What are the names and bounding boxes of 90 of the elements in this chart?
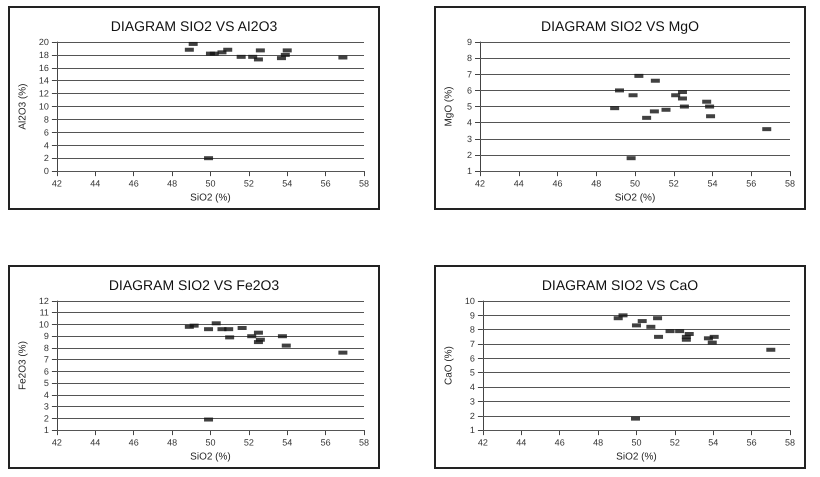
y-tick-label: 5: [470, 368, 475, 378]
x-tick-label: 48: [591, 178, 602, 189]
y-tick-label: 16: [38, 62, 49, 73]
y-tick-label: 9: [44, 331, 49, 342]
x-tick-label: 58: [358, 438, 370, 448]
x-tick-label: 50: [205, 438, 216, 448]
chart-title: DIAGRAM SIO2 VS MgO: [541, 18, 700, 34]
x-tick-label: 54: [282, 438, 292, 448]
y-tick-label: 8: [44, 342, 49, 353]
x-tick-label: 56: [320, 178, 331, 189]
y-tick-label: 10: [38, 319, 49, 330]
x-tick-label: 58: [784, 178, 796, 189]
y-tick-label: 3: [466, 134, 472, 144]
x-tick-label: 46: [128, 178, 139, 189]
x-tick-label: 58: [358, 178, 370, 189]
y-tick-label: 7: [466, 69, 472, 80]
x-tick-label: 54: [282, 178, 292, 189]
y-tick-label: 11: [40, 308, 49, 318]
y-tick-label: 8: [470, 324, 475, 335]
y-tick-label: 8: [466, 53, 472, 64]
x-tick-label: 56: [746, 438, 757, 448]
y-tick-label: 2: [44, 413, 49, 424]
x-tick-label: 42: [478, 438, 488, 448]
y-tick-label: 18: [38, 50, 49, 60]
x-tick-label: 56: [746, 178, 756, 189]
y-tick-label: 20: [38, 37, 49, 47]
y-axis-title: Fe2O3 (%): [18, 341, 28, 390]
y-tick-label: 9: [466, 37, 472, 47]
x-tick-label: 42: [52, 438, 62, 448]
x-tick-label: 48: [167, 438, 178, 448]
x-tick-label: 52: [244, 178, 254, 189]
x-tick-label: 52: [670, 438, 680, 448]
chart-title: DIAGRAM SIO2 VS CaO: [542, 277, 698, 293]
x-axis-title: SiO2 (%): [616, 452, 657, 462]
y-tick-label: 9: [470, 310, 475, 320]
x-tick-label: 46: [128, 438, 139, 448]
x-tick-label: 44: [90, 178, 100, 189]
x-tick-label: 58: [784, 438, 796, 448]
y-tick-label: 7: [470, 339, 475, 350]
x-tick-label: 52: [668, 178, 679, 189]
y-tick-label: 4: [44, 390, 49, 400]
y-tick-label: 5: [44, 378, 49, 388]
y-tick-label: 6: [44, 366, 49, 376]
y-tick-label: 10: [464, 296, 475, 306]
y-tick-label: 7: [44, 354, 49, 365]
x-tick-label: 46: [552, 178, 563, 189]
y-tick-label: 4: [470, 382, 475, 392]
y-tick-label: 2: [44, 153, 49, 164]
y-tick-label: 3: [44, 402, 49, 412]
y-tick-label: 12: [38, 88, 49, 99]
x-tick-label: 48: [167, 178, 178, 189]
y-tick-label: 6: [44, 127, 49, 138]
y-axis-title: CaO (%): [444, 346, 454, 386]
x-tick-label: 52: [244, 438, 254, 448]
y-tick-label: 4: [466, 118, 472, 128]
x-axis-title: SiO2 (%): [614, 192, 656, 204]
y-tick-label: 12: [38, 296, 49, 306]
y-tick-label: 6: [466, 85, 472, 96]
x-axis-title: SiO2 (%): [190, 452, 231, 462]
y-tick-label: 1: [466, 166, 472, 176]
x-tick-label: 50: [205, 178, 216, 189]
y-tick-label: 0: [44, 166, 49, 176]
y-tick-label: 6: [470, 353, 475, 364]
x-tick-label: 42: [52, 178, 62, 189]
chart-title: DIAGRAM SIO2 VS Fe2O3: [108, 277, 280, 293]
x-tick-label: 50: [630, 178, 640, 189]
y-tick-label: 1: [44, 425, 49, 436]
y-tick-label: 3: [470, 396, 475, 406]
x-axis-title: SiO2 (%): [190, 192, 231, 204]
y-axis-title: MgO (%): [444, 86, 454, 127]
x-tick-label: 48: [593, 438, 604, 448]
y-tick-label: 1: [470, 425, 475, 436]
chart-title: DIAGRAM SIO2 VS AI2O3: [110, 18, 278, 34]
y-axis-title: Al2O3 (%): [18, 83, 28, 130]
y-tick-label: 2: [470, 410, 475, 421]
x-tick-label: 44: [90, 438, 100, 448]
y-tick-label: 4: [44, 140, 49, 150]
x-tick-label: 50: [631, 438, 642, 448]
y-tick-label: 10: [38, 102, 49, 112]
y-tick-label: 14: [38, 76, 49, 86]
x-tick-label: 44: [516, 438, 526, 448]
x-tick-label: 46: [554, 438, 565, 448]
x-tick-label: 44: [514, 178, 524, 189]
y-tick-label: 2: [466, 150, 472, 160]
x-tick-label: 56: [320, 438, 331, 448]
x-tick-label: 42: [474, 178, 486, 189]
x-tick-label: 54: [707, 178, 718, 189]
y-tick-label: 5: [466, 102, 472, 112]
x-tick-label: 54: [708, 438, 718, 448]
y-tick-label: 8: [44, 114, 49, 124]
